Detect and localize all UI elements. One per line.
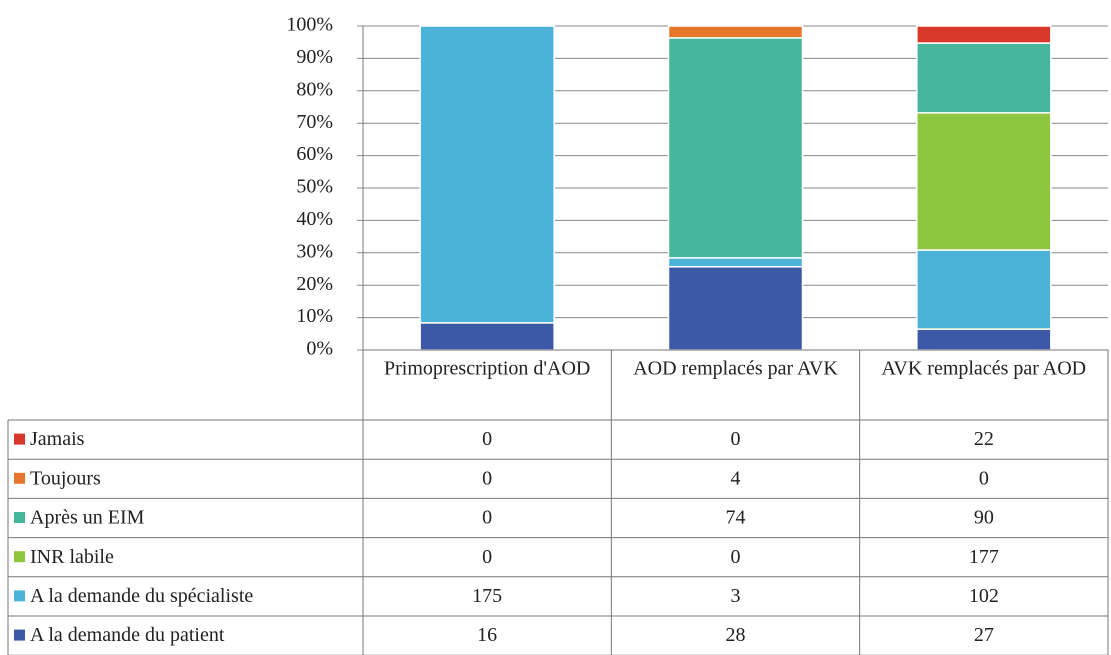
table-value: 0 (482, 467, 492, 489)
bar-segment (916, 42, 1052, 114)
table-value: 90 (974, 507, 994, 529)
table-value: 22 (974, 428, 994, 450)
table-value: 0 (482, 507, 492, 529)
legend-swatch (14, 472, 25, 484)
x-tick-label: AOD remplacés par AVK (633, 358, 838, 380)
table-value: 0 (731, 428, 741, 450)
legend-swatch (14, 551, 25, 563)
y-tick-label: 20% (296, 273, 333, 295)
y-tick-label: 40% (296, 208, 333, 230)
y-tick-label: 0% (306, 338, 333, 360)
legend-swatch (14, 512, 25, 523)
y-tick-label: 60% (296, 143, 333, 165)
bar-segment (916, 328, 1052, 351)
table-value: 175 (472, 585, 502, 607)
table-value: 177 (969, 546, 999, 568)
table-value: 4 (731, 467, 741, 489)
bar-segment (667, 37, 804, 259)
table-value: 0 (731, 546, 741, 568)
y-tick-label: 10% (296, 305, 333, 327)
legend-label: INR labile (30, 546, 114, 568)
table-value: 27 (974, 624, 994, 646)
legend-label: A la demande du spécialiste (30, 585, 253, 607)
table-value: 74 (726, 507, 746, 529)
bar-segment (419, 25, 555, 324)
legend-label: Jamais (30, 428, 85, 450)
legend-label: A la demande du patient (30, 624, 225, 646)
bar-segment (667, 25, 804, 39)
y-tick-label: 50% (296, 176, 333, 198)
y-tick-label: 70% (296, 111, 333, 133)
table-value: 28 (726, 624, 746, 646)
legend-label: Toujours (30, 467, 101, 489)
bar-segment (667, 257, 804, 268)
y-tick-label: 90% (296, 46, 333, 68)
table-value: 3 (731, 585, 741, 607)
legend-swatch (14, 590, 25, 602)
bar-segment (916, 249, 1052, 330)
legend-swatch (14, 629, 25, 641)
table-value: 16 (477, 624, 497, 646)
y-tick-label: 30% (296, 240, 333, 262)
legend-swatch (14, 433, 25, 445)
table-value: 0 (979, 467, 989, 489)
table-value: 0 (482, 546, 492, 568)
y-tick-label: 100% (286, 14, 333, 36)
bar-segment (419, 322, 555, 351)
table-value: 0 (482, 428, 492, 450)
bar-segment (916, 25, 1052, 44)
bar-segment (916, 112, 1052, 251)
y-tick-label: 80% (296, 78, 333, 100)
bar-segment (667, 266, 804, 351)
x-tick-label: AVK remplacés par AOD (882, 358, 1087, 380)
x-tick-label: Primoprescription d'AOD (384, 358, 590, 380)
table-value: 102 (969, 585, 999, 607)
legend-label: Après un EIM (30, 507, 145, 529)
